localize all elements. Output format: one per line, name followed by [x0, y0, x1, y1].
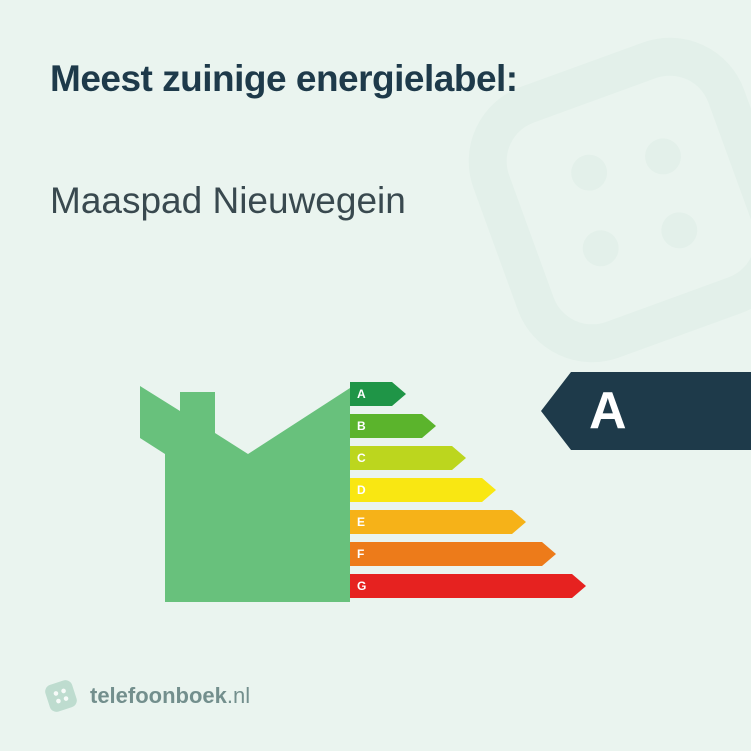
- footer-logo-icon: [44, 679, 78, 713]
- energy-bar-label: D: [357, 478, 366, 502]
- energy-bar-arrow-icon: [452, 446, 466, 470]
- house-icon: [140, 370, 350, 610]
- energy-bar-arrow-icon: [482, 478, 496, 502]
- energy-label-card: Meest zuinige energielabel: Maaspad Nieu…: [0, 0, 751, 751]
- footer-brand: telefoonboek.nl: [90, 683, 250, 709]
- energy-bar-arrow-icon: [392, 382, 406, 406]
- heading: Meest zuinige energielabel:: [50, 58, 518, 100]
- location-name: Maaspad Nieuwegein: [50, 180, 406, 222]
- energy-bar-arrow-icon: [422, 414, 436, 438]
- footer: telefoonboek.nl: [44, 679, 250, 713]
- energy-bar-label: B: [357, 414, 366, 438]
- energy-bar-arrow-icon: [512, 510, 526, 534]
- energy-bar-label: C: [357, 446, 366, 470]
- callout-arrow-icon: [541, 372, 571, 450]
- energy-chart: ABCDEFG: [140, 370, 610, 630]
- energy-bar-label: E: [357, 510, 365, 534]
- footer-brand-suffix: .nl: [227, 683, 250, 708]
- energy-bar-label: F: [357, 542, 364, 566]
- energy-bar-arrow-icon: [572, 574, 586, 598]
- callout-body: A: [571, 372, 751, 450]
- energy-bar-body: [350, 478, 482, 502]
- energy-bar-body: [350, 510, 512, 534]
- selected-rating-letter: A: [589, 385, 627, 437]
- footer-brand-bold: telefoonboek: [90, 683, 227, 708]
- energy-bar-arrow-icon: [542, 542, 556, 566]
- energy-bar-label: G: [357, 574, 366, 598]
- energy-bar-label: A: [357, 382, 366, 406]
- energy-bar-body: [350, 542, 542, 566]
- selected-rating-callout: A: [541, 372, 751, 450]
- energy-bar-body: [350, 574, 572, 598]
